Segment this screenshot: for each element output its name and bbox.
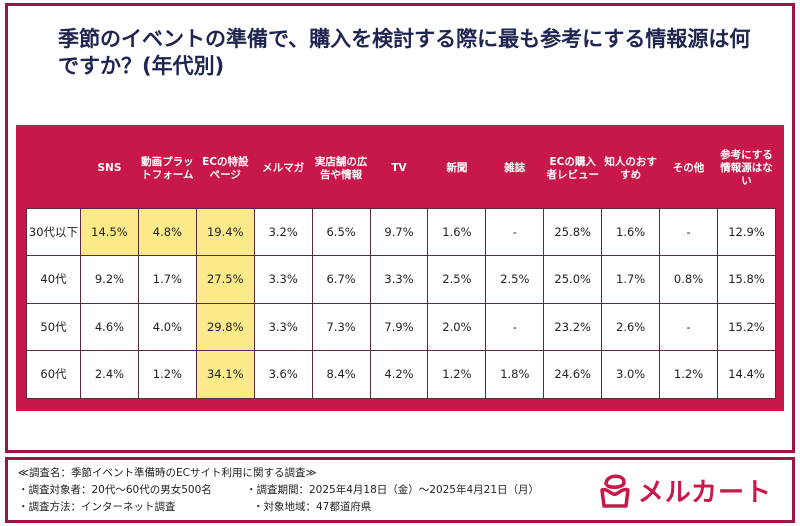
table-cell: 2.5% [427, 255, 487, 304]
cart-bag-icon [600, 474, 630, 508]
table-row: 40代 9.2% 1.7% 27.5% 3.3% 6.7% 3.3% 2.5% 2.5% 25.0… [26, 255, 777, 304]
table-row: 50代 4.6% 4.0% 29.8% 3.3% 7.3% 7.9% 2.0% -23.2% 2.… [26, 302, 777, 351]
table-cell: 3.0% [601, 350, 661, 399]
results-table-panel: SNS 動画プラットフォーム ECの特設ページ メルマガ 実店舗の広告や情報 TV 新聞 雑誌… [16, 125, 784, 411]
column-header: TV [391, 162, 407, 175]
table-cell: 2.6% [601, 302, 661, 351]
table-cell: 1.2% [427, 350, 487, 399]
table-cell: - [659, 207, 718, 256]
row-label: 40代 [26, 255, 81, 304]
table-cell: 14.4% [716, 350, 777, 399]
table-cell: 15.8% [716, 255, 777, 304]
survey-region: ・対象地域：47都道府県 [253, 501, 372, 513]
table-cell: - [659, 302, 718, 351]
column-header: 新聞 [446, 162, 468, 175]
table-cell: 23.2% [543, 302, 603, 351]
table-cell: 15.2% [716, 302, 777, 351]
logo-text: メルカート [637, 477, 772, 508]
table-header-row: SNS 動画プラットフォーム ECの特設ページ メルマガ 実店舗の広告や情報 TV 新聞 雑誌… [27, 130, 776, 208]
page-title: 季節のイベントの準備で、購入を検討する際に最も参考にする情報源は何ですか？(年代… [58, 27, 751, 78]
main-frame [5, 3, 795, 453]
column-header: 雑誌 [504, 162, 526, 175]
table-row: 30代以下 14.5% 4.8% 19.4% 3.2% 6.5% 9.7% 1.6% -25.8… [26, 207, 777, 256]
table-cell: 19.4% [195, 207, 255, 256]
table-cell: 4.0% [137, 302, 197, 351]
table-cell: 2.4% [80, 350, 139, 399]
table-cell: 1.8% [485, 350, 545, 399]
table-cell: 9.2% [80, 255, 139, 304]
table-cell: 1.6% [427, 207, 487, 256]
table-cell: 4.2% [369, 350, 429, 399]
table-cell: 0.8% [659, 255, 718, 304]
survey-method: ・調査方法：インターネット調査 [18, 501, 176, 513]
table-cell: 1.7% [137, 255, 197, 304]
column-header: 動画プラットフォーム [141, 155, 194, 181]
table-cell: 3.3% [253, 255, 313, 304]
survey-name: ≪調査名：季節イベント準備時のECサイト利用に関する調査≫ [18, 467, 317, 479]
survey-target: ・調査対象者：20代～60代の男女500名 [18, 484, 212, 496]
table-cell: 7.3% [311, 302, 371, 351]
table-cell: 8.4% [311, 350, 371, 399]
table-cell: 25.8% [543, 207, 603, 256]
results-table: SNS 動画プラットフォーム ECの特設ページ メルマガ 実店舗の広告や情報 TV 新聞 雑誌… [26, 130, 777, 399]
column-header: 実店舗の広告や情報 [314, 155, 368, 181]
table-cell: 1.2% [659, 350, 718, 399]
column-header: ECの特設ページ [202, 155, 249, 181]
table-cell: 9.7% [369, 207, 429, 256]
column-header: ECの購入者レビュー [546, 155, 599, 181]
column-header: 知人のおすすめ [604, 155, 657, 181]
table-cell: - [485, 302, 545, 351]
column-header: 参考にする情報源はない [720, 149, 773, 188]
table-cell: 4.6% [80, 302, 139, 351]
table-cell: - [485, 207, 545, 256]
table-cell: 12.9% [716, 207, 777, 256]
table-row: 60代 2.4% 1.2% 34.1% 3.6% 8.4% 4.2% 1.2% 1.8% 24.6… [26, 350, 777, 399]
table-cell: 7.9% [369, 302, 429, 351]
table-cell: 25.0% [543, 255, 603, 304]
column-header: SNS [97, 162, 122, 175]
table-cell: 1.6% [601, 207, 661, 256]
table-cell: 2.5% [485, 255, 545, 304]
table-cell: 3.3% [369, 255, 429, 304]
table-cell: 3.3% [253, 302, 313, 351]
footer-survey-info: ≪調査名：季節イベント準備時のECサイト利用に関する調査≫ ・調査対象者：20代… [5, 457, 795, 523]
table-cell: 24.6% [543, 350, 603, 399]
corner-header [27, 130, 81, 208]
row-label: 30代以下 [26, 207, 81, 256]
table-cell: 34.1% [195, 350, 255, 399]
table-cell: 6.7% [311, 255, 371, 304]
table-cell: 4.8% [137, 207, 197, 256]
table-cell: 6.5% [311, 207, 371, 256]
table-cell: 14.5% [80, 207, 139, 256]
survey-period: ・調査期間：2025年4月18日（金）～2025年4月21日（月） [246, 484, 540, 496]
row-label: 50代 [26, 302, 81, 351]
row-label: 60代 [26, 350, 81, 399]
mercart-logo: メルカート [598, 470, 772, 510]
table-cell: 1.2% [137, 350, 197, 399]
table-cell: 3.6% [253, 350, 313, 399]
table-cell: 27.5% [195, 255, 255, 304]
column-header: メルマガ [262, 162, 305, 175]
column-header: その他 [672, 162, 705, 175]
table-cell: 1.7% [601, 255, 661, 304]
table-cell: 2.0% [427, 302, 487, 351]
table-cell: 3.2% [253, 207, 313, 256]
table-cell: 29.8% [195, 302, 255, 351]
